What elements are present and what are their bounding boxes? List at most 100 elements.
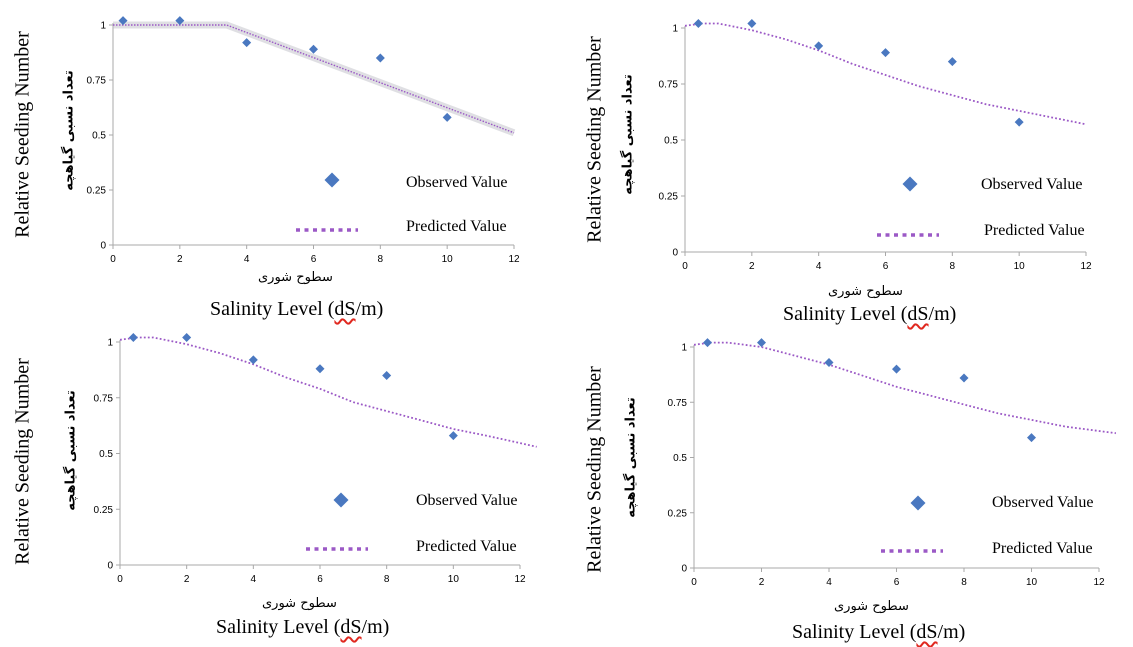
observed-point — [175, 16, 185, 26]
y-tick-label: 0.75 — [94, 393, 114, 404]
legend-predicted-label: Predicted Value — [406, 218, 507, 235]
x-tick-label: 8 — [378, 254, 384, 265]
legend-predicted-label: Predicted Value — [984, 222, 1085, 239]
y-axis-label-fa: تعداد نسبی گیاهچه — [623, 397, 639, 518]
x-tick-label: 12 — [1093, 577, 1105, 588]
observed-point — [881, 48, 890, 58]
x-tick-label: 4 — [816, 261, 822, 272]
y-tick-label: 0.5 — [664, 136, 678, 147]
legend-observed-marker — [324, 172, 340, 188]
y-tick-label: 0.75 — [668, 398, 688, 409]
x-tick-label: 2 — [177, 254, 183, 265]
x-tick-label: 10 — [442, 254, 454, 265]
y-tick-label: 0.25 — [94, 505, 114, 516]
x-tick-label: 12 — [508, 254, 520, 265]
y-tick-label: 1 — [681, 343, 687, 354]
x-tick-label: 8 — [384, 574, 390, 585]
y-tick-label: 1 — [672, 24, 678, 35]
x-tick-label: 0 — [682, 261, 688, 272]
legend-observed-marker — [902, 176, 918, 192]
x-tick-label: 2 — [184, 574, 190, 585]
x-axis-label-fa: سطوح شوری — [258, 270, 333, 285]
legend-predicted-label: Predicted Value — [416, 538, 517, 555]
x-tick-label: 0 — [691, 577, 697, 588]
y-axis-label-fa: تعداد نسبی گیاهچه — [620, 74, 636, 195]
predicted-line — [693, 341, 1117, 435]
y-axis-label: Relative Seeding Number — [11, 358, 34, 565]
x-tick-label: 10 — [448, 574, 460, 585]
observed-point — [375, 53, 385, 63]
x-axis-label: Salinity Level (dS/m) — [783, 303, 957, 325]
observed-point — [747, 19, 757, 29]
chart-panel-1: 0 0.25 0.5 0.75 1 0 2 4 6 8 10 12 Relative Seeding … — [0, 0, 566, 323]
legend-observed-label: Observed Value — [406, 174, 508, 191]
observed-point — [1027, 433, 1036, 443]
y-axis-label-fa: تعداد نسبی گیاهچه — [61, 70, 77, 191]
x-tick-label: 0 — [110, 254, 116, 265]
observed-point — [442, 112, 452, 122]
y-axis-label-fa: تعداد نسبی گیاهچه — [63, 390, 79, 511]
legend-observed-marker — [910, 495, 926, 511]
y-axis-label: Relative Seeding Number — [583, 366, 606, 573]
y-tick-label: 0.5 — [673, 453, 687, 464]
x-tick-label: 8 — [950, 261, 956, 272]
x-axis-label-fa: سطوح شوری — [828, 284, 903, 299]
observed-point — [814, 41, 824, 51]
observed-point — [693, 19, 703, 29]
observed-point — [128, 333, 138, 343]
x-tick-label: 2 — [759, 577, 765, 588]
x-tick-label: 6 — [317, 574, 323, 585]
y-tick-label: 0 — [672, 248, 678, 259]
y-tick-label: 0.5 — [99, 449, 113, 460]
observed-point — [947, 57, 957, 67]
legend-observed-label: Observed Value — [416, 492, 518, 509]
predicted-line — [113, 24, 515, 134]
legend-observed-marker — [333, 492, 349, 508]
x-axis-label: Salinity Level (dS/m) — [216, 616, 390, 638]
observed-point — [757, 338, 766, 348]
observed-point — [248, 355, 258, 365]
x-axis-label-fa: سطوح شوری — [262, 596, 337, 611]
y-tick-label: 0 — [100, 241, 106, 252]
predicted-line — [684, 22, 1087, 126]
observed-point — [892, 364, 901, 374]
y-tick-label: 0.25 — [87, 186, 107, 197]
y-tick-label: 0.25 — [659, 192, 679, 203]
x-axis-label: Salinity Level (dS/m) — [210, 298, 384, 320]
legend-observed-label: Observed Value — [981, 176, 1083, 193]
legend-predicted-label: Predicted Value — [992, 540, 1093, 557]
y-tick-label: 0.75 — [87, 76, 107, 87]
y-tick-label: 0.25 — [668, 508, 688, 519]
x-tick-label: 10 — [1014, 261, 1026, 272]
chart-panel-3: 0 0.25 0.5 0.75 1 0 2 4 6 8 10 12 Relative Seeding … — [0, 323, 566, 646]
y-axis-label: Relative Seeding Number — [11, 31, 34, 238]
observed-point — [182, 333, 192, 343]
chart-panel-2: 0 0.25 0.5 0.75 1 0 2 4 6 8 10 12 Relative Seeding … — [566, 0, 1132, 325]
x-tick-label: 0 — [117, 574, 123, 585]
x-tick-label: 10 — [1026, 577, 1038, 588]
observed-point — [382, 370, 392, 380]
y-tick-label: 0.5 — [92, 131, 106, 142]
legend-observed-label: Observed Value — [992, 494, 1094, 511]
y-axis-label: Relative Seeding Number — [583, 36, 606, 243]
x-tick-label: 4 — [826, 577, 832, 588]
chart-panel-4: 0 0.25 0.5 0.75 1 0 2 4 6 8 10 12 Relative Seeding … — [566, 323, 1132, 646]
x-tick-label: 6 — [894, 577, 900, 588]
x-tick-label: 2 — [749, 261, 755, 272]
predicted-line — [119, 336, 537, 448]
observed-point — [448, 431, 458, 441]
y-tick-label: 1 — [107, 338, 113, 349]
x-tick-label: 6 — [311, 254, 317, 265]
y-tick-label: 0 — [681, 564, 687, 575]
observed-point — [959, 373, 969, 383]
observed-point — [824, 357, 834, 367]
observed-point — [703, 338, 712, 348]
y-tick-label: 1 — [100, 21, 106, 32]
x-axis-label: Salinity Level (dS/m) — [792, 621, 966, 643]
x-tick-label: 4 — [251, 574, 257, 585]
observed-point — [1014, 117, 1024, 127]
